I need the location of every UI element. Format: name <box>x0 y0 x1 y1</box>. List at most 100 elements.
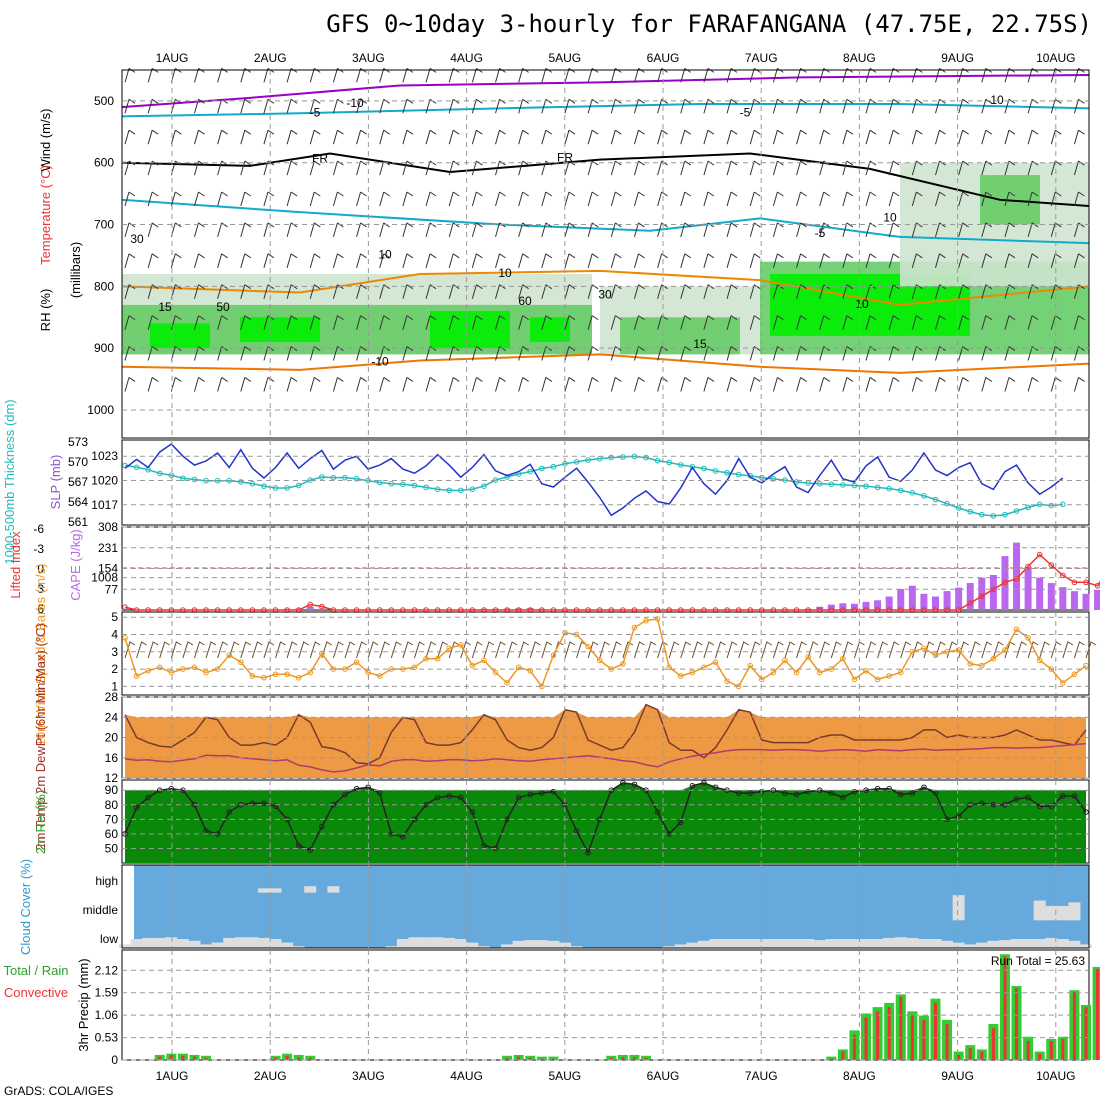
wind10-marker <box>319 650 325 657</box>
cloud-low-bar <box>871 939 884 948</box>
legend-rh: RH (%) <box>38 289 53 332</box>
wind10-marker <box>759 676 765 683</box>
contour-10 <box>121 269 1090 306</box>
wind10-barb <box>367 641 379 659</box>
wind10-marker <box>863 667 869 674</box>
wind-barb <box>749 98 761 114</box>
wind-barb <box>495 315 506 330</box>
date-tick-top: 5AUG <box>548 51 581 65</box>
precip-label: 3hr Precip (mm) <box>76 958 91 1051</box>
precip-conv-bar <box>528 1057 532 1060</box>
wind-barb <box>633 377 645 392</box>
wind10-marker <box>793 669 800 676</box>
cloud-tick: middle <box>83 903 119 917</box>
wind10-marker <box>504 680 510 686</box>
cloud-low-bar <box>755 939 768 948</box>
precip-conv-bar <box>158 1056 162 1060</box>
rh2m-marker <box>319 823 325 830</box>
precip-conv-bar <box>1026 1040 1030 1060</box>
cloud-low-bar <box>964 944 977 948</box>
wind-barb <box>911 377 923 392</box>
wind-barb <box>147 160 159 176</box>
rh2m-marker <box>932 790 939 796</box>
contour-label: -5 <box>815 226 826 240</box>
wind-barb <box>379 253 391 268</box>
wind10-barb <box>1085 641 1097 659</box>
wind-barb <box>703 253 715 268</box>
wind-barb <box>749 191 761 207</box>
legend-convective: Convective <box>4 985 68 1000</box>
wind-barb <box>981 377 993 392</box>
cape-bar <box>526 608 534 610</box>
cloud-low-bar <box>246 937 259 948</box>
cape-bar <box>1036 577 1044 610</box>
wind-barb <box>217 253 228 268</box>
cloud-low-bar <box>281 942 294 948</box>
wind10-barb <box>251 641 263 659</box>
rh2m-line <box>124 782 1087 855</box>
wind-barb <box>263 315 275 330</box>
wind-barb <box>1004 222 1016 238</box>
wind-barb <box>402 129 414 145</box>
wind-barb <box>935 129 946 145</box>
wind-barb <box>332 129 344 145</box>
cloud-low-bar <box>1045 937 1058 948</box>
wind-barb <box>193 377 205 392</box>
date-tick-bottom: 4AUG <box>450 1069 483 1083</box>
cloud-label: Cloud Cover (%) <box>18 859 33 955</box>
wind-barb <box>819 191 830 207</box>
wind-barb <box>217 191 228 207</box>
wind-barb <box>425 129 437 145</box>
rh-label: 60 <box>518 294 532 308</box>
precip-conv-bar <box>968 1048 972 1060</box>
wind-barb <box>402 98 414 114</box>
precip-conv-bar <box>980 1051 984 1060</box>
wind-barb <box>1004 129 1016 145</box>
wind-barb <box>587 315 599 330</box>
rh2m-marker <box>133 804 140 811</box>
wind-barb <box>379 315 391 330</box>
wind10-marker <box>550 652 557 659</box>
wind10-barb <box>228 641 240 659</box>
wind10-barb <box>726 641 738 659</box>
wind-barb <box>1073 129 1085 145</box>
date-tick-bottom: 10AUG <box>1036 1069 1075 1083</box>
wind-barb <box>356 191 367 207</box>
wind-barb <box>842 129 854 145</box>
cloud-low-bar <box>802 939 815 948</box>
wind-barb <box>518 253 529 268</box>
wind-barb <box>680 191 692 207</box>
wind-barb <box>680 315 692 330</box>
wind-barb <box>564 222 576 238</box>
cloud-low-bar <box>941 940 954 948</box>
wind-barb <box>286 377 298 392</box>
wind-barb <box>124 129 136 145</box>
date-tick-top: 2AUG <box>254 51 287 65</box>
wind10-marker <box>237 659 244 665</box>
wind-barb <box>587 160 599 176</box>
wind-barb <box>958 284 969 299</box>
wind-barb <box>240 253 252 268</box>
wind10-barb <box>842 641 854 659</box>
cape-bar <box>885 596 893 610</box>
precip-conv-bar <box>621 1057 625 1060</box>
lifted-index-line <box>124 553 1100 611</box>
wind-barb <box>796 377 807 392</box>
wind10-label: 10m Wind Speed & Barbs (m/s) <box>33 564 48 747</box>
cloud-low-bar <box>130 939 143 948</box>
cloud-low-bar <box>420 937 433 948</box>
ua-y-tick: 1000 <box>87 403 114 417</box>
wind-barb <box>425 284 437 299</box>
precip-conv-bar <box>540 1058 544 1060</box>
wind10-barb <box>668 641 680 659</box>
contour-label: 10 <box>498 266 512 280</box>
wind10-barb <box>969 641 981 659</box>
wind10-barb <box>541 641 553 659</box>
wind-barb <box>1050 191 1062 207</box>
cloud-high-bar <box>269 888 282 893</box>
legend-total-rain: Total / Rain <box>3 963 68 978</box>
wind-barb <box>842 160 854 176</box>
cloud-low-bar <box>501 944 514 948</box>
lifted-index-marker <box>1025 563 1031 570</box>
